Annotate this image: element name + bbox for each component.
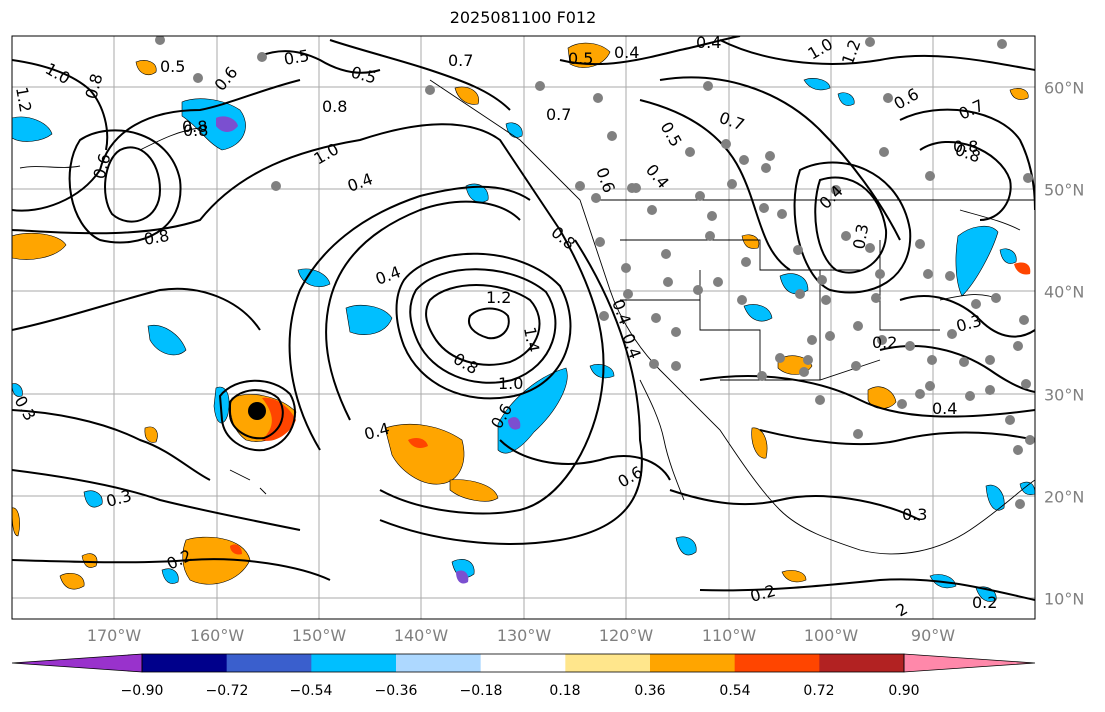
colorbar-segment — [396, 654, 482, 672]
colorbar-segment — [480, 654, 566, 672]
lon-tick-label: 140°W — [393, 626, 449, 645]
contour-label: 0.3 — [902, 505, 927, 524]
storm-center-marker — [248, 402, 266, 420]
contour-label: 0.8 — [183, 121, 208, 140]
contour-label: 0.8 — [322, 97, 347, 116]
contour-label: 0.5 — [160, 57, 185, 76]
lon-tick-label: 170°W — [86, 626, 142, 645]
colorbar-segments — [142, 654, 905, 672]
lat-tick-label: 50°N — [1044, 180, 1085, 200]
lon-tick-label: 90°W — [910, 626, 956, 645]
lat-tick-label: 10°N — [1044, 589, 1085, 609]
contour-label: 0.5 — [282, 46, 310, 69]
colorbar-tick-label: 0.54 — [719, 683, 751, 699]
lon-tick-label: 130°W — [496, 626, 552, 645]
colorbar-tick-label: 0.90 — [888, 683, 920, 699]
colorbar-max-extension — [903, 653, 1036, 673]
lat-tick-label: 30°N — [1044, 385, 1085, 405]
colorbar-segment — [311, 654, 397, 672]
colorbar — [11, 653, 1036, 673]
contour-label: 1.2 — [12, 85, 35, 113]
colorbar-segment — [734, 654, 820, 672]
contour-label: 1.2 — [486, 288, 511, 307]
contour-label: 0.8 — [953, 137, 978, 156]
lon-tick-label: 110°W — [701, 626, 757, 645]
colorbar-min-extension — [11, 653, 143, 673]
contour-label: 0.7 — [448, 51, 473, 70]
negative-anomaly-fills — [12, 78, 1035, 602]
map-title: 2025081100 F012 — [449, 8, 597, 27]
lat-tick-label: 60°N — [1044, 78, 1085, 98]
lat-tick-label: 20°N — [1044, 487, 1085, 507]
lon-tick-label: 150°W — [291, 626, 347, 645]
colorbar-segment — [142, 654, 228, 672]
contour-label: 0.8 — [182, 117, 207, 136]
colorbar-tick-label: −0.54 — [289, 683, 333, 699]
colorbar-tick-label: 0.36 — [634, 683, 666, 699]
contour-label: 0.4 — [932, 399, 957, 418]
colorbar-tick-label: −0.36 — [374, 683, 418, 699]
colorbar-segment — [650, 654, 736, 672]
colorbar-tick-label: 0.72 — [803, 683, 835, 699]
contour-label: 0.7 — [546, 105, 571, 124]
station-markers — [155, 36, 1035, 509]
colorbar-tick-label: 0.18 — [549, 683, 581, 699]
colorbar-tick-label: −0.18 — [459, 683, 503, 699]
colorbar-segment — [226, 654, 312, 672]
contour-label: 0.3 — [849, 222, 872, 250]
contour-label: 0.2 — [972, 593, 997, 612]
colorbar-segment — [565, 654, 651, 672]
lon-tick-label: 120°W — [598, 626, 654, 645]
contour-label: 0.5 — [568, 49, 593, 68]
lon-tick-label: 100°W — [803, 626, 859, 645]
colorbar-tick-label: −0.90 — [120, 683, 164, 699]
lat-tick-label: 40°N — [1044, 282, 1085, 302]
lon-tick-label: 160°W — [189, 626, 245, 645]
colorbar-segment — [819, 654, 905, 672]
contour-label: 0.2 — [872, 333, 897, 352]
strong-anomaly-fills — [216, 116, 1031, 584]
contour-label: 1.0 — [498, 374, 523, 393]
contour-label: 0.4 — [696, 33, 721, 52]
colorbar-tick-label: −0.72 — [205, 683, 249, 699]
contour-label: 0.8 — [142, 226, 170, 249]
contour-label: 0.4 — [614, 43, 639, 62]
colorbar-frame — [141, 653, 905, 673]
contour-label: 1.4 — [520, 325, 543, 353]
plot-frame — [11, 35, 1036, 620]
